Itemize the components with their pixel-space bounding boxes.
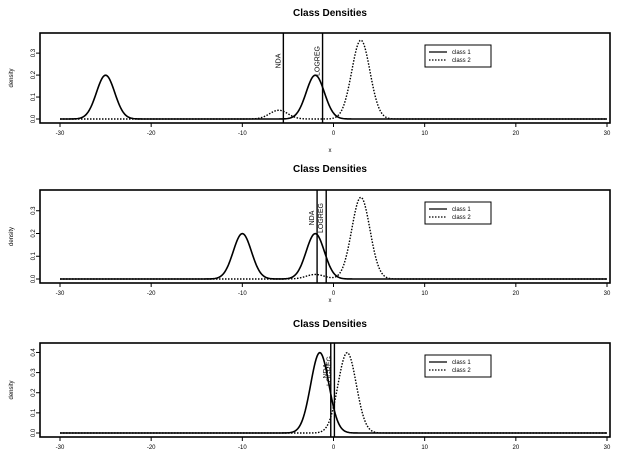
chart-title: Class Densities — [293, 164, 367, 175]
chart-title: Class Densities — [293, 8, 367, 19]
x-tick-label: 0 — [332, 131, 336, 137]
legend-label-class-2: class 2 — [452, 368, 471, 374]
vline-label-logreg: LOGREG — [326, 356, 333, 386]
x-tick-label: 0 — [332, 445, 336, 451]
y-tick-label: 0.0 — [31, 274, 37, 283]
series-line-class-2 — [60, 351, 607, 434]
x-tick-label: 0 — [332, 291, 336, 297]
y-tick-label: 0.3 — [31, 48, 37, 57]
legend-label-class-2: class 2 — [452, 215, 471, 221]
legend-box — [424, 44, 492, 68]
y-axis-label: density — [9, 227, 15, 246]
y-tick-label: 0.4 — [31, 348, 37, 357]
x-tick-label: -30 — [56, 445, 65, 451]
y-tick-label: 0.2 — [31, 229, 37, 238]
y-tick-label: 0.2 — [31, 388, 37, 397]
y-tick-label: 0.3 — [31, 368, 37, 377]
x-tick-label: 20 — [512, 291, 519, 297]
series-line-class-1 — [60, 351, 607, 434]
y-tick-label: 0.2 — [31, 70, 37, 79]
x-tick-label: -10 — [238, 131, 247, 137]
vline-label-logreg: LOGREG — [315, 46, 322, 76]
series-line-class-1 — [60, 232, 607, 280]
density-panel-3: Class Densities -30 -20 -10 0 10 20 30 0.0 0.1 0.2… — [9, 319, 611, 451]
plot-frame — [39, 189, 611, 284]
density-panel-1: Class Densities -30 -20 -10 0 10 20 30 x 0.0 0.1 0.… — [9, 8, 611, 154]
x-tick-label: 20 — [512, 131, 519, 137]
legend-label-class-1: class 1 — [452, 50, 471, 56]
legend-label-class-2: class 2 — [452, 58, 471, 64]
chart-title: Class Densities — [293, 319, 367, 330]
y-axis-label: density — [9, 68, 15, 87]
density-panel-2: Class Densities -30 -20 -10 0 10 20 30 x 0.0 0.1 0.… — [9, 164, 611, 304]
legend-label-class-1: class 1 — [452, 360, 471, 366]
series-line-class-2 — [60, 39, 607, 120]
x-tick-label: -30 — [56, 291, 65, 297]
y-tick-label: 0.0 — [31, 114, 37, 123]
series-line-class-1 — [60, 74, 607, 120]
x-tick-label: -10 — [238, 445, 247, 451]
x-axis-label: x — [329, 148, 332, 154]
legend-label-class-1: class 1 — [452, 207, 471, 213]
vline-label-nda: NDA — [275, 53, 282, 68]
series-line-class-2 — [60, 196, 607, 280]
y-tick-label: 0.1 — [31, 251, 37, 260]
x-tick-label: -20 — [147, 131, 156, 137]
vline-label-nda: NDA — [309, 210, 316, 225]
vline-label-logreg: LOGREG — [318, 203, 325, 233]
x-tick-label: -20 — [147, 445, 156, 451]
legend-box — [424, 354, 492, 378]
plot-frame — [39, 32, 611, 124]
x-tick-label: 30 — [604, 131, 611, 137]
y-tick-label: 0.0 — [31, 428, 37, 437]
x-axis-label: x — [329, 298, 332, 304]
vline-label-nda: NDA — [323, 363, 330, 378]
y-axis-label: density — [9, 380, 15, 399]
x-tick-label: 20 — [512, 445, 519, 451]
x-tick-label: -30 — [56, 131, 65, 137]
x-tick-label: -20 — [147, 291, 156, 297]
x-tick-label: 30 — [604, 291, 611, 297]
y-tick-label: 0.1 — [31, 408, 37, 417]
x-tick-label: 10 — [421, 291, 428, 297]
y-tick-label: 0.1 — [31, 92, 37, 101]
x-tick-label: 10 — [421, 445, 428, 451]
x-tick-label: 30 — [604, 445, 611, 451]
plot-frame — [39, 342, 611, 438]
x-tick-label: -10 — [238, 291, 247, 297]
legend-box — [424, 201, 492, 225]
y-tick-label: 0.3 — [31, 206, 37, 215]
x-tick-label: 10 — [421, 131, 428, 137]
